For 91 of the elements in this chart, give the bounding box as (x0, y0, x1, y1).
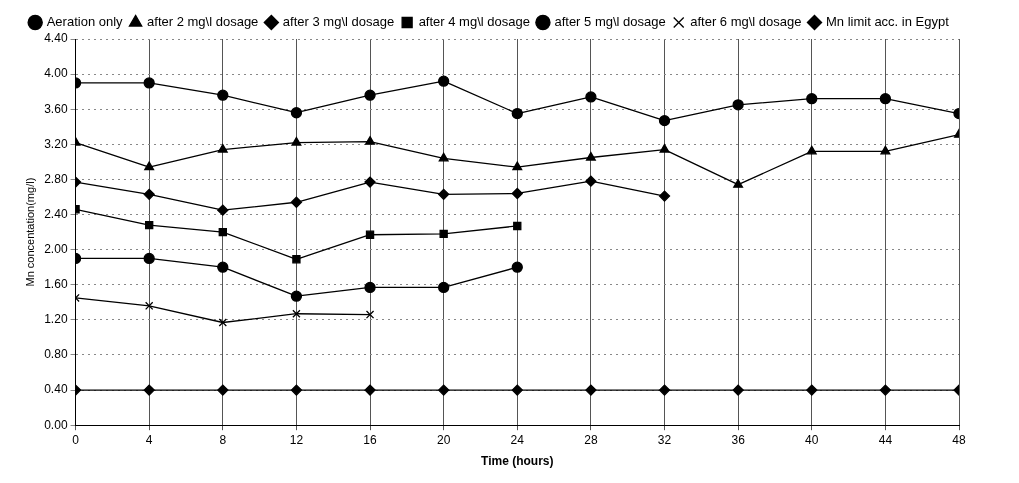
legend-label: after 2 mg\l dosage (147, 14, 259, 30)
legend-label: after 4 mg\l dosage (418, 14, 530, 30)
point (364, 384, 376, 396)
point (143, 384, 155, 396)
x-tick-label: 48 (952, 432, 966, 447)
point (733, 179, 744, 188)
point (806, 384, 818, 396)
point (364, 176, 376, 188)
point (365, 230, 375, 239)
point (659, 143, 670, 153)
point (292, 309, 301, 318)
point (364, 89, 376, 101)
y-tick-label: 4.00 (44, 66, 68, 81)
point (732, 384, 744, 396)
point (512, 161, 523, 171)
legend-label: after 3 mg\l dosage (282, 14, 395, 30)
y-tick-label: 1.20 (44, 312, 68, 327)
y-tick-label: 3.20 (44, 136, 68, 151)
x-axis-title: Time (hours) (481, 454, 554, 469)
point (806, 93, 818, 105)
point (365, 310, 375, 319)
point (218, 227, 227, 237)
point (291, 136, 302, 146)
x-tick-label: 0 (72, 432, 80, 447)
point (217, 261, 229, 273)
x-tick-label: 20 (436, 432, 451, 447)
x-tick-label: 16 (363, 432, 378, 447)
point (290, 196, 303, 208)
point (806, 145, 817, 155)
point (365, 136, 376, 145)
y-tick-label: 2.80 (44, 171, 68, 186)
point (144, 220, 154, 230)
point (511, 384, 523, 396)
point (585, 151, 596, 161)
point (438, 75, 450, 87)
point (732, 99, 744, 111)
x-tick-label: 8 (219, 432, 227, 447)
point (144, 161, 155, 171)
point (143, 188, 155, 201)
x-tick-label: 40 (805, 432, 819, 447)
x-tick-label: 36 (731, 432, 746, 447)
point (439, 229, 448, 239)
point (217, 204, 229, 216)
y-axis-title: Mn concentation(mg/l) (23, 177, 36, 287)
point (217, 143, 228, 153)
x-tick-label: 44 (878, 432, 893, 447)
point (438, 152, 449, 162)
x-tick-label: 12 (289, 432, 304, 447)
point (511, 261, 523, 273)
point (511, 187, 523, 200)
x-tick-label: 24 (510, 432, 525, 447)
point (217, 384, 229, 396)
legend-label: after 5 mg\l dosage (554, 14, 666, 30)
legend-label: Aeration only (46, 14, 124, 30)
point (144, 301, 154, 311)
y-tick-label: 1.60 (44, 277, 68, 292)
point (364, 281, 376, 294)
point (438, 384, 450, 396)
point (513, 221, 522, 231)
legend-label: after 6 mg\l dosage (690, 14, 802, 30)
y-tick-label: 0.40 (44, 382, 68, 397)
point (438, 281, 450, 294)
point (290, 107, 303, 119)
point (880, 145, 891, 155)
point (658, 384, 671, 396)
x-tick-label: 28 (584, 432, 598, 447)
point (292, 255, 301, 264)
point (585, 91, 597, 103)
point (658, 114, 671, 127)
point (879, 384, 892, 396)
y-tick-label: 4.40 (44, 31, 68, 46)
point (290, 290, 303, 302)
legend-label: Mn limit acc. in Egypt (826, 14, 950, 30)
y-tick-label: 0.80 (44, 347, 68, 362)
y-tick-label: 2.00 (44, 241, 68, 256)
x-tick-label: 32 (657, 432, 672, 447)
point (879, 93, 892, 105)
point (218, 318, 227, 327)
point (585, 384, 597, 396)
x-tick-label: 4 (145, 432, 153, 447)
y-tick-label: 2.40 (44, 206, 68, 221)
point (290, 384, 303, 396)
point (143, 252, 155, 265)
y-tick-label: 3.60 (44, 101, 68, 116)
point (585, 175, 597, 187)
y-tick-label: 0.00 (44, 417, 68, 432)
point (658, 190, 671, 202)
point (511, 107, 523, 120)
point (217, 89, 229, 101)
point (438, 188, 450, 201)
point (143, 77, 155, 89)
